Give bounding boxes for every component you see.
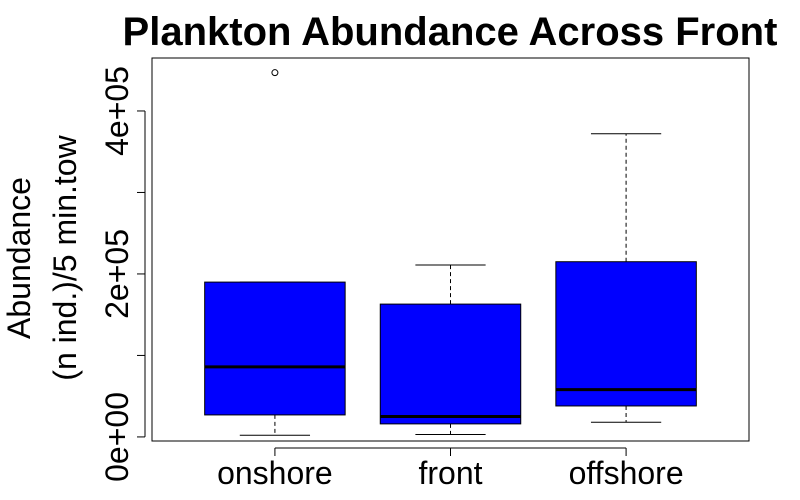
box-iqr [555, 261, 697, 407]
y-axis-label-line-1: Abundance [1, 177, 37, 339]
box-offshore [555, 133, 697, 423]
box-front [379, 264, 522, 435]
y-tick-label: 4e+05 [99, 66, 135, 156]
x-tick-label-front: front [418, 455, 482, 491]
boxes [204, 69, 697, 436]
y-tick-label: 0e+00 [99, 392, 135, 482]
x-axis: onshore front offshore [217, 447, 684, 491]
box-iqr [204, 281, 346, 416]
box-iqr [379, 303, 522, 425]
y-axis: 0e+00 2e+05 4e+05 [99, 66, 146, 482]
outlier-point [271, 69, 279, 77]
x-tick-label-offshore: offshore [569, 455, 684, 491]
y-axis-label-line-2: (n ind.)/5 min.tow [47, 134, 83, 380]
x-tick-label-onshore: onshore [217, 455, 333, 491]
y-tick-label: 2e+05 [99, 229, 135, 319]
chart-title: Plankton Abundance Across Front [123, 10, 778, 54]
box-onshore [204, 69, 346, 436]
plot-frame [151, 57, 750, 442]
